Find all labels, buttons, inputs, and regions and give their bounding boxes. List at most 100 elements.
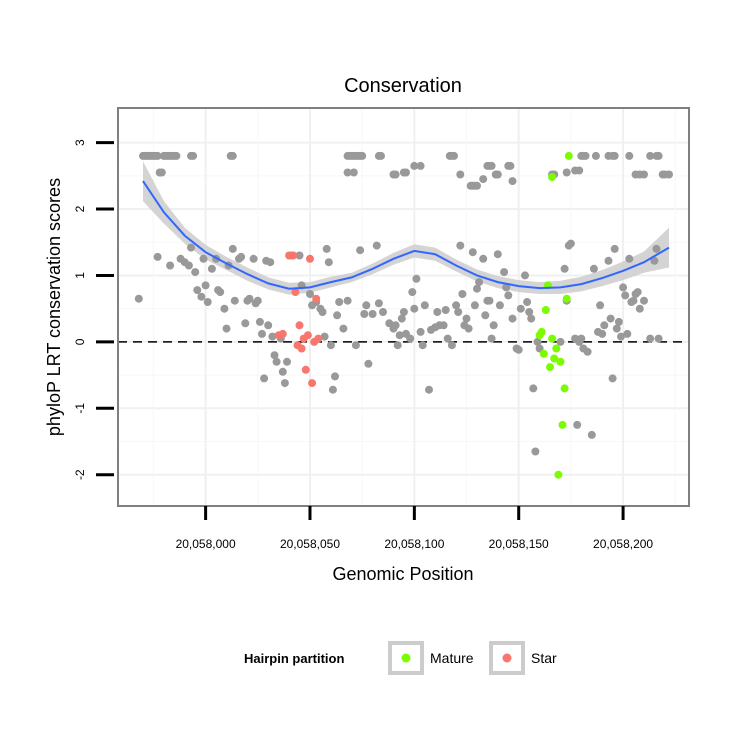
data-point-other: [339, 324, 348, 333]
data-point-other: [157, 168, 166, 177]
data-point-other: [606, 314, 615, 323]
data-point-other: [621, 291, 630, 300]
data-point-other: [608, 374, 617, 383]
x-tick-label: 20,058,100: [384, 537, 444, 551]
legend: Hairpin partition Mature Star: [244, 641, 557, 675]
data-point-other: [650, 256, 659, 265]
data-point-other: [272, 357, 281, 366]
data-point-other: [560, 264, 569, 273]
data-point-other: [589, 264, 598, 273]
data-point-other: [625, 254, 634, 263]
data-point-other: [199, 254, 208, 263]
x-axis: 20,058,000 20,058,050 20,058,100 20,058,150…: [176, 506, 653, 551]
data-point-other: [420, 301, 429, 310]
y-tick-label: 0: [73, 338, 87, 345]
data-point-mature: [564, 151, 573, 160]
data-point-other: [454, 308, 463, 316]
data-point-other: [343, 168, 352, 177]
data-point-other: [295, 251, 304, 260]
chart-title: Conservation: [344, 75, 462, 97]
data-point-other: [470, 301, 479, 310]
data-point-other: [479, 175, 488, 184]
data-point-other: [410, 304, 419, 313]
legend-label-star: Star: [531, 650, 557, 666]
data-point-other: [619, 283, 628, 292]
data-point-other: [201, 281, 210, 290]
data-point-other: [358, 151, 367, 160]
data-point-other: [481, 311, 490, 320]
data-point-other: [266, 258, 275, 267]
plot-border: [117, 107, 690, 507]
data-point-other: [433, 308, 442, 316]
data-point-other: [612, 324, 621, 333]
data-point-other: [654, 334, 663, 343]
data-point-other: [646, 334, 655, 343]
data-point-other: [222, 324, 231, 333]
data-point-other: [504, 291, 513, 300]
data-point-other: [328, 385, 337, 394]
data-point-other: [514, 345, 523, 354]
data-point-other: [406, 334, 415, 343]
y-tick-label: 1: [73, 272, 87, 279]
data-point-other: [374, 299, 383, 308]
data-point-other: [260, 374, 269, 383]
data-point-star: [289, 251, 298, 260]
data-point-other: [468, 248, 477, 257]
data-point-mature: [539, 349, 548, 358]
data-point-star: [308, 379, 317, 388]
data-point-other: [230, 296, 239, 305]
data-point-other: [172, 151, 181, 160]
data-point-other: [516, 304, 525, 313]
data-point-other: [379, 308, 387, 316]
data-point-other: [134, 294, 143, 303]
data-point-other: [581, 151, 590, 160]
data-point-other: [640, 170, 648, 179]
data-point-other: [228, 244, 237, 253]
data-point-other: [153, 151, 162, 160]
data-point-other: [197, 292, 206, 301]
data-point-other: [456, 241, 465, 250]
y-tick-label: 2: [73, 205, 87, 212]
data-point-other: [617, 332, 625, 341]
data-point-other: [502, 283, 511, 292]
data-point-star: [297, 344, 306, 353]
data-point-other: [391, 170, 400, 179]
legend-title: Hairpin partition: [244, 651, 344, 666]
data-point-other: [487, 161, 496, 170]
data-point-other: [393, 341, 402, 350]
data-point-other: [372, 241, 381, 250]
data-point-other: [228, 151, 237, 160]
data-point-other: [456, 170, 465, 179]
data-point-mature: [554, 470, 563, 479]
data-point-other: [614, 317, 623, 326]
data-point-other: [596, 301, 605, 310]
data-point-other: [598, 329, 607, 338]
data-point-other: [318, 308, 327, 316]
data-point-mature: [562, 294, 571, 303]
data-point-other: [493, 250, 502, 259]
data-point-mature: [546, 363, 554, 372]
y-axis: -2 -1 0 1 2 3: [73, 139, 114, 480]
data-point-other: [153, 252, 162, 261]
data-point-other: [635, 304, 644, 313]
data-point-other: [166, 261, 175, 270]
data-point-other: [399, 308, 408, 316]
data-point-other: [368, 310, 377, 318]
data-point-other: [356, 246, 365, 255]
data-point-other: [487, 334, 496, 343]
data-point-other: [652, 244, 661, 253]
data-point-other: [320, 332, 329, 341]
data-point-other: [506, 161, 515, 170]
data-point-other: [283, 357, 291, 366]
data-point-other: [268, 332, 277, 341]
smooth-line-layer: [142, 180, 670, 290]
data-point-other: [556, 337, 565, 346]
data-point-other: [575, 166, 584, 175]
data-point-star: [303, 331, 312, 340]
data-point-other: [412, 274, 421, 283]
data-point-other: [280, 379, 289, 388]
data-point-other: [462, 314, 471, 323]
data-point-other: [184, 261, 193, 270]
data-point-star: [295, 321, 304, 330]
legend-swatch-star: [502, 653, 512, 663]
